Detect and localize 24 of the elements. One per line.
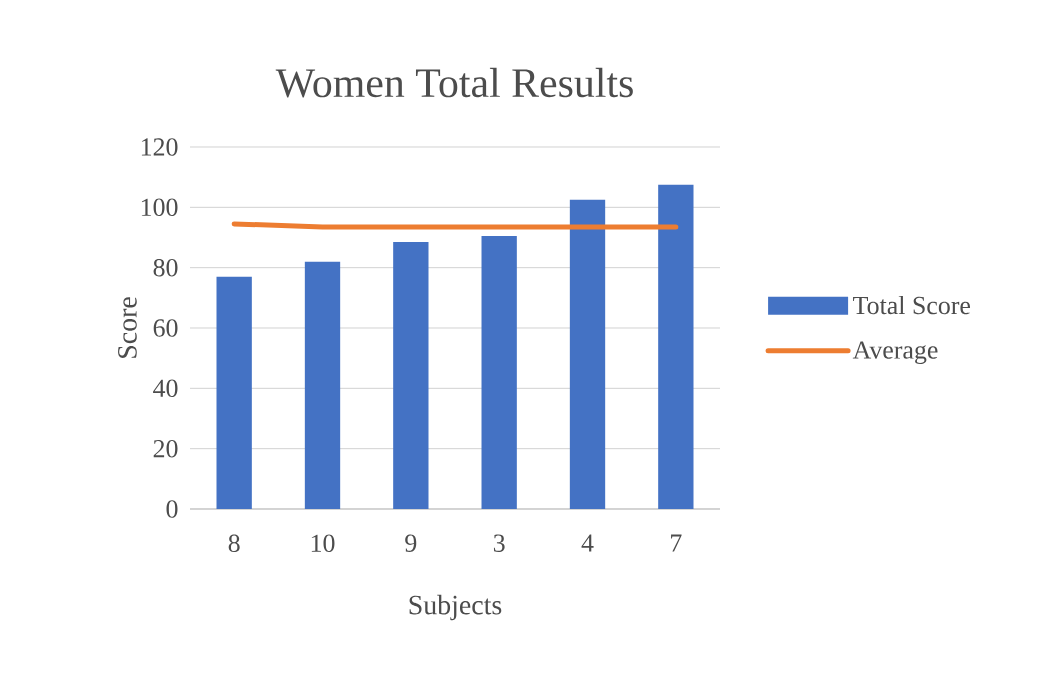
chart-title: Women Total Results (275, 67, 633, 98)
y-tick-label: 40 (153, 379, 178, 398)
x-tick-label: 9 (405, 534, 417, 552)
x-tick-label: 3 (493, 534, 505, 552)
y-tick-label: 80 (153, 258, 178, 277)
y-tick-label: 20 (153, 439, 178, 458)
x-tick-label: 8 (228, 534, 240, 552)
y-tick-label: 120 (141, 138, 178, 156)
bar (569, 199, 606, 509)
bar (481, 235, 517, 509)
y-tick-label: 60 (153, 319, 178, 337)
x-tick-label: 7 (671, 534, 682, 552)
bar (304, 261, 341, 509)
x-tick-label: 4 (581, 534, 594, 552)
bar (658, 184, 694, 509)
bar (216, 276, 252, 509)
bar (393, 242, 429, 509)
y-tick-label: 0 (166, 500, 178, 518)
x-tick-label: 10 (311, 534, 335, 552)
y-tick-label: 100 (141, 198, 178, 217)
legend-label: Average (852, 341, 938, 365)
x-axis-title: Subjects (409, 594, 502, 621)
y-axis-title: Score (118, 297, 137, 358)
legend-label: Total Score (853, 295, 971, 315)
